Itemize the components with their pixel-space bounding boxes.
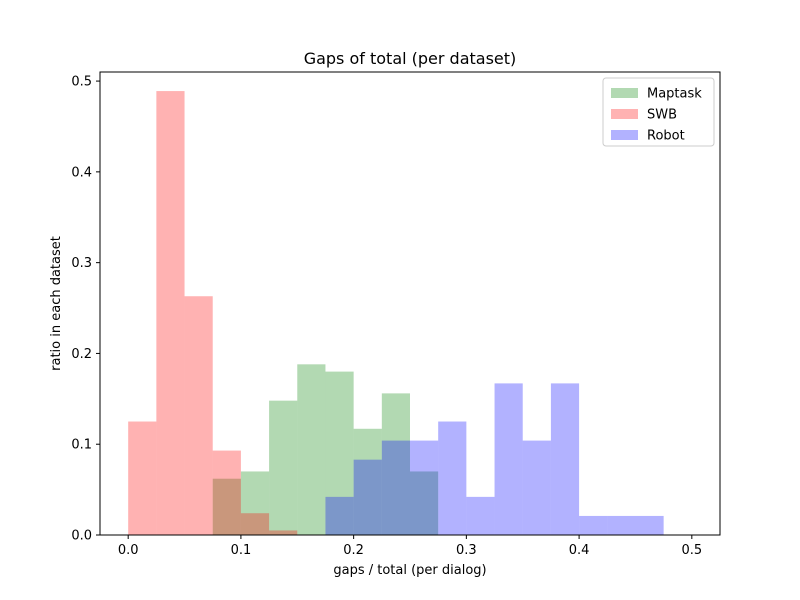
y-tick-label: 0.3 (71, 256, 92, 271)
plot-frame (99, 71, 721, 536)
legend-swatch (611, 109, 638, 119)
bar (494, 383, 523, 535)
bar (381, 393, 410, 535)
bar (128, 421, 157, 535)
bar (212, 450, 241, 535)
y-tick-label: 0.5 (71, 75, 92, 90)
bar (156, 91, 185, 536)
bar (353, 428, 382, 535)
legend: Maptask SWB Robot (602, 77, 715, 147)
legend-swatch (611, 88, 638, 98)
bar (184, 296, 213, 535)
legend-label: SWB (647, 108, 677, 123)
bar (438, 421, 467, 535)
y-tick-label: 0.2 (71, 347, 92, 362)
bar (466, 496, 495, 535)
bar (297, 364, 326, 535)
bar (269, 400, 298, 535)
x-tick-label: 0.4 (569, 543, 590, 558)
bar (240, 513, 270, 535)
legend-item: Robot (611, 129, 685, 144)
bar (635, 515, 664, 535)
x-tick-label: 0.5 (681, 543, 702, 558)
y-axis-label: ratio in each dataset (49, 236, 64, 371)
x-axis-label: gaps / total (per dialog) (333, 563, 486, 578)
bar (550, 383, 580, 535)
y-axis: 0.0 0.1 0.2 0.3 0.4 0.5 (71, 75, 100, 544)
bar (607, 515, 636, 535)
bar (325, 496, 354, 535)
bar (410, 471, 439, 535)
legend-swatch (611, 130, 638, 140)
x-tick-label: 0.1 (231, 543, 252, 558)
chart-title: Gaps of total (per dataset) (304, 49, 517, 68)
bars-layer (128, 91, 664, 536)
y-tick-label: 0.4 (71, 165, 92, 180)
bar (579, 515, 608, 535)
legend-label: Robot (647, 129, 685, 144)
bar (325, 371, 354, 535)
series-robot (325, 383, 664, 535)
x-tick-label: 0.2 (343, 543, 364, 558)
bar (212, 478, 241, 535)
bar (240, 471, 270, 535)
series-maptask (212, 364, 439, 535)
bar (381, 440, 410, 535)
y-tick-label: 0.1 (71, 438, 92, 453)
bar (269, 530, 298, 535)
series-swb (128, 91, 298, 536)
y-tick-label: 0.0 (71, 529, 92, 544)
x-tick-label: 0.3 (456, 543, 477, 558)
x-axis: 0.0 0.1 0.2 0.3 0.4 0.5 (118, 535, 702, 558)
bar (353, 459, 382, 535)
legend-box (602, 77, 715, 147)
x-tick-label: 0.0 (118, 543, 139, 558)
legend-label: Maptask (647, 87, 702, 102)
bar (522, 440, 551, 535)
legend-item: SWB (611, 108, 677, 123)
legend-item: Maptask (611, 87, 702, 102)
bar (410, 440, 439, 535)
